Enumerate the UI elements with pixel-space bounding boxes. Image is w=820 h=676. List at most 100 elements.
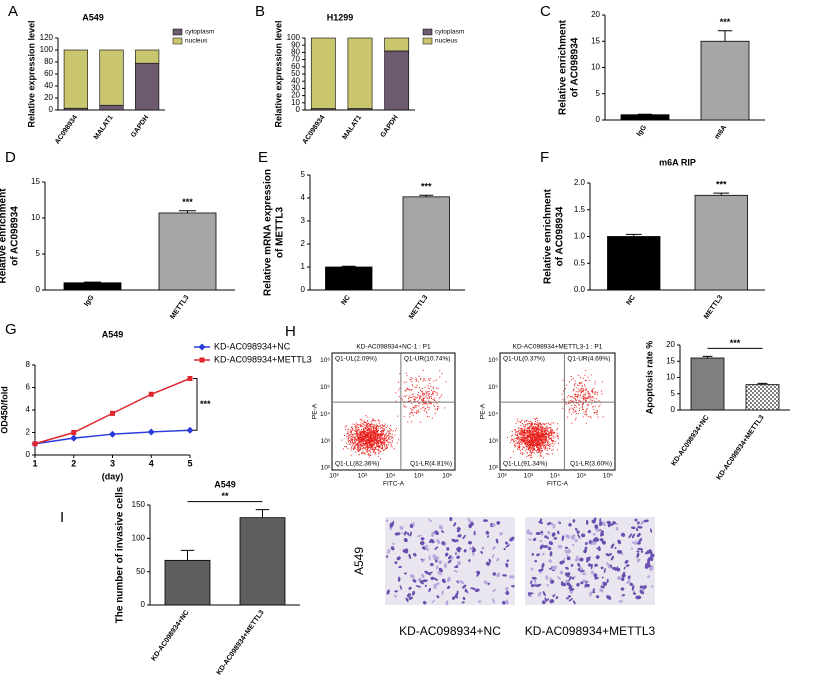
- cell: [585, 581, 589, 583]
- event-dot: [424, 394, 426, 396]
- event-dot: [373, 448, 375, 450]
- cell: [431, 599, 435, 604]
- event-dot: [549, 431, 551, 433]
- event-dot: [431, 389, 433, 391]
- event-dot: [550, 430, 552, 432]
- event-dot: [522, 437, 524, 439]
- event-dot: [535, 434, 537, 436]
- event-dot: [362, 430, 364, 432]
- event-dot: [529, 431, 531, 433]
- event-dot: [519, 428, 521, 430]
- event-dot: [382, 446, 384, 448]
- event-dot: [550, 437, 552, 439]
- y-tick-label: 50: [291, 69, 300, 78]
- y-tick-label: 0: [141, 600, 146, 609]
- panel-letter: G: [5, 321, 17, 338]
- event-dot: [539, 438, 541, 440]
- event-dot: [536, 435, 538, 437]
- event-dot: [540, 443, 542, 445]
- cell: [425, 546, 430, 552]
- event-dot: [357, 440, 359, 442]
- event-dot: [406, 387, 408, 389]
- event-dot: [406, 375, 408, 377]
- event-dot: [596, 391, 598, 393]
- event-dot: [534, 430, 536, 432]
- event-dot: [357, 439, 359, 441]
- chart-title: A549: [214, 479, 236, 489]
- event-dot: [370, 438, 372, 440]
- event-dot: [521, 439, 523, 441]
- event-dot: [374, 427, 376, 429]
- event-dot: [445, 381, 447, 383]
- event-dot: [357, 426, 359, 428]
- cell: [403, 537, 408, 543]
- bar: [402, 196, 450, 291]
- event-dot: [585, 389, 587, 391]
- cell: [399, 526, 404, 530]
- event-dot: [384, 443, 386, 445]
- event-dot: [383, 425, 385, 427]
- event-dot: [574, 382, 576, 384]
- event-dot: [370, 431, 372, 433]
- event-dot: [371, 438, 373, 440]
- cell: [557, 576, 561, 580]
- event-dot: [533, 431, 535, 433]
- event-dot: [593, 392, 595, 394]
- event-dot: [380, 426, 382, 428]
- cell: [464, 589, 468, 593]
- event-dot: [519, 430, 521, 432]
- event-dot: [528, 439, 530, 441]
- event-dot: [599, 404, 601, 406]
- panel-letter: H: [285, 323, 296, 340]
- event-dot: [358, 431, 360, 433]
- event-dot: [568, 409, 570, 411]
- y-tick-label: 10: [291, 98, 300, 107]
- event-dot: [367, 433, 369, 435]
- event-dot: [530, 433, 532, 435]
- event-dot: [381, 432, 383, 434]
- cell: [468, 559, 471, 563]
- event-dot: [548, 431, 550, 433]
- cell: [527, 538, 533, 541]
- cell: [447, 559, 452, 564]
- event-dot: [578, 407, 580, 409]
- event-dot: [582, 397, 584, 399]
- event-dot: [373, 447, 375, 449]
- event-dot: [382, 432, 384, 434]
- event-dot: [378, 444, 380, 446]
- event-dot: [418, 405, 420, 407]
- cell: [636, 550, 640, 553]
- error-bar: [178, 210, 197, 213]
- event-dot: [533, 428, 535, 430]
- event-dot: [376, 441, 378, 443]
- event-dot: [361, 435, 363, 437]
- event-dot: [374, 438, 376, 440]
- event-dot: [364, 433, 366, 435]
- event-dot: [367, 432, 369, 434]
- event-dot: [566, 403, 568, 405]
- event-dot: [374, 439, 376, 441]
- event-dot: [380, 443, 382, 445]
- cell: [551, 565, 558, 571]
- event-dot: [384, 434, 386, 436]
- event-dot: [534, 441, 536, 443]
- event-dot: [416, 379, 418, 381]
- event-dot: [538, 449, 540, 451]
- event-dot: [591, 403, 593, 405]
- cell: [631, 541, 637, 545]
- event-dot: [535, 432, 537, 434]
- event-dot: [515, 445, 517, 447]
- event-dot: [526, 440, 528, 442]
- bar: [63, 282, 122, 291]
- event-dot: [526, 428, 528, 430]
- y-tick-label: 50: [136, 567, 145, 576]
- event-dot: [530, 424, 532, 426]
- event-dot: [573, 388, 575, 390]
- event-dot: [371, 440, 373, 442]
- error-bar: [419, 194, 434, 197]
- event-dot: [360, 443, 362, 445]
- event-dot: [596, 392, 598, 394]
- event-dot: [546, 444, 548, 446]
- cell: [456, 555, 460, 559]
- event-dot: [368, 456, 370, 458]
